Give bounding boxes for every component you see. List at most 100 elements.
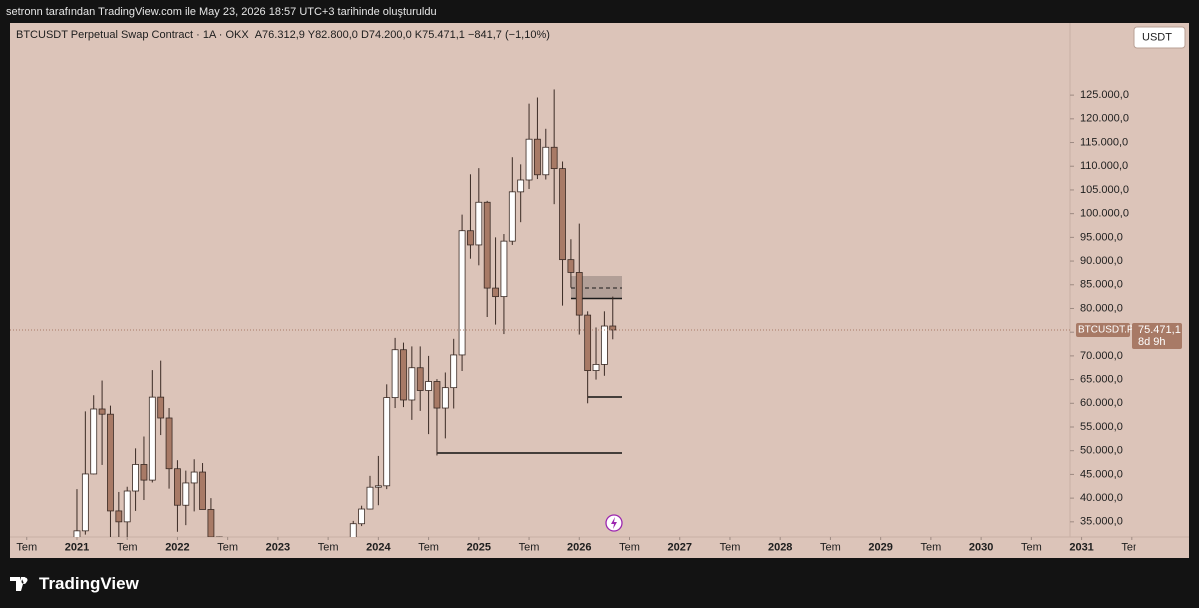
candle-body: [81, 473, 89, 532]
event-bolt: [611, 517, 617, 529]
candle-body: [140, 464, 148, 481]
x-tick-label: 2029: [868, 541, 892, 553]
x-tick-label: 2025: [467, 541, 491, 553]
price-axis: 35.000,0 40.000,0 45.000,0 50.000,0 55.000,0…: [1070, 89, 1129, 528]
y-tick-label: 55.000,0: [1080, 421, 1123, 433]
y-tick-label: 35.000,0: [1080, 516, 1123, 528]
x-tick-label: Tem: [217, 541, 238, 553]
candle-body: [609, 325, 617, 331]
candle-body: [408, 367, 416, 401]
candle-body: [400, 349, 407, 401]
countdown-text: 8d 9h: [1138, 336, 1166, 348]
time-axis: Tem 2021 Tem 2022 Tem 2023 Tem 2024 Tem 2025 Tem 20…: [16, 537, 1142, 553]
chart-title: BTCUSDT Perpetual Swap Contract · 1A · O…: [16, 29, 550, 41]
y-tick-label: 105.000,0: [1080, 184, 1129, 196]
candle-body: [358, 508, 366, 525]
candle-body: [148, 396, 156, 481]
candle-body: [132, 464, 139, 492]
x-tick-label: 2026: [567, 541, 591, 553]
candle-body: [241, 593, 247, 596]
y-tick-label: 100.000,0: [1080, 208, 1129, 220]
candle-body: [207, 509, 215, 537]
candle-body: [559, 168, 566, 261]
candle-body: [157, 396, 165, 419]
logo-text: TradingView: [39, 574, 140, 593]
candle-body: [258, 591, 264, 607]
candle-body: [174, 468, 181, 506]
x-tick-label: Tem: [820, 541, 841, 553]
x-tick-label: 2022: [165, 541, 189, 553]
candle-body: [374, 485, 382, 488]
candle-body: [199, 471, 206, 510]
symbol-tag: [1076, 322, 1130, 337]
x-tick-label: 2030: [969, 541, 993, 553]
candle-body: [107, 413, 114, 512]
currency-label: USDT: [1142, 31, 1172, 43]
y-tick-label: 80.000,0: [1080, 302, 1123, 314]
ohlc-readout: A76.312,9 Y82.800,0 D74.200,0 K75.471,1 …: [255, 29, 550, 41]
candle-body: [342, 560, 348, 565]
x-tick-label: Tem: [1121, 541, 1142, 553]
x-tick-label: 2031: [1069, 541, 1093, 553]
x-tick-label: Tem: [318, 541, 339, 553]
zone-box: [571, 276, 622, 299]
y-tick-label: 120.000,0: [1080, 113, 1129, 125]
y-tick-label: 90.000,0: [1080, 255, 1123, 267]
plot-area: [10, 89, 1070, 608]
candle-body: [391, 349, 399, 399]
candle-body: [90, 408, 98, 475]
x-tick-label: 2028: [768, 541, 792, 553]
x-tick-label: Tem: [1021, 541, 1042, 553]
x-tick-label: Tem: [619, 541, 640, 553]
candle-body: [600, 325, 608, 365]
candle-body: [98, 408, 106, 415]
price-tag: [1132, 322, 1182, 349]
header-text: setronn tarafından TradingView.com ile M…: [6, 6, 437, 18]
candle-body: [165, 417, 173, 470]
candle-body: [225, 577, 231, 593]
x-tick-label: 2024: [366, 541, 391, 553]
y-tick-label: 60.000,0: [1080, 397, 1123, 409]
y-tick-label: 50.000,0: [1080, 445, 1123, 457]
y-tick-label: 70.000,0: [1080, 350, 1123, 362]
candle-body: [425, 381, 432, 391]
candle-body: [575, 272, 583, 316]
symbol-title: BTCUSDT Perpetual Swap Contract · 1A · O…: [16, 29, 249, 41]
logo: TradingView: [10, 574, 140, 593]
candle-body: [115, 510, 123, 523]
logo-dot: [22, 577, 28, 583]
logo-mark: [10, 577, 27, 591]
candle-body: [450, 354, 458, 389]
candle-body: [433, 381, 441, 409]
y-tick-label: 40.000,0: [1080, 492, 1123, 504]
candle-body: [534, 138, 541, 176]
y-tick-label: 110.000,0: [1080, 160, 1128, 172]
candle-body: [525, 138, 533, 181]
candle-body: [584, 314, 592, 371]
x-tick-label: Tem: [16, 541, 37, 553]
symbol-tag-text: BTCUSDT.P: [1078, 325, 1134, 336]
candle-body: [467, 230, 474, 246]
candle-body: [275, 578, 281, 608]
x-tick-label: 2023: [266, 541, 290, 553]
candle-body: [492, 287, 499, 298]
candle-body: [366, 486, 374, 510]
candle-body: [508, 191, 516, 242]
x-tick-label: Tem: [117, 541, 138, 553]
x-tick-label: Tem: [418, 541, 439, 553]
candle-body: [182, 482, 190, 506]
y-tick-label: 65.000,0: [1080, 373, 1123, 385]
x-tick-label: Tem: [519, 541, 540, 553]
candle-body: [73, 530, 81, 537]
candle-body: [550, 146, 558, 170]
candle-body: [542, 146, 550, 176]
candle-body: [233, 577, 239, 593]
candle-body: [483, 201, 491, 289]
candle-body: [458, 230, 466, 356]
candle-body: [441, 387, 449, 409]
candle-body: [349, 523, 357, 537]
candle-body: [475, 201, 483, 246]
x-tick-label: 2021: [65, 541, 89, 553]
currency-button[interactable]: [1133, 26, 1186, 49]
